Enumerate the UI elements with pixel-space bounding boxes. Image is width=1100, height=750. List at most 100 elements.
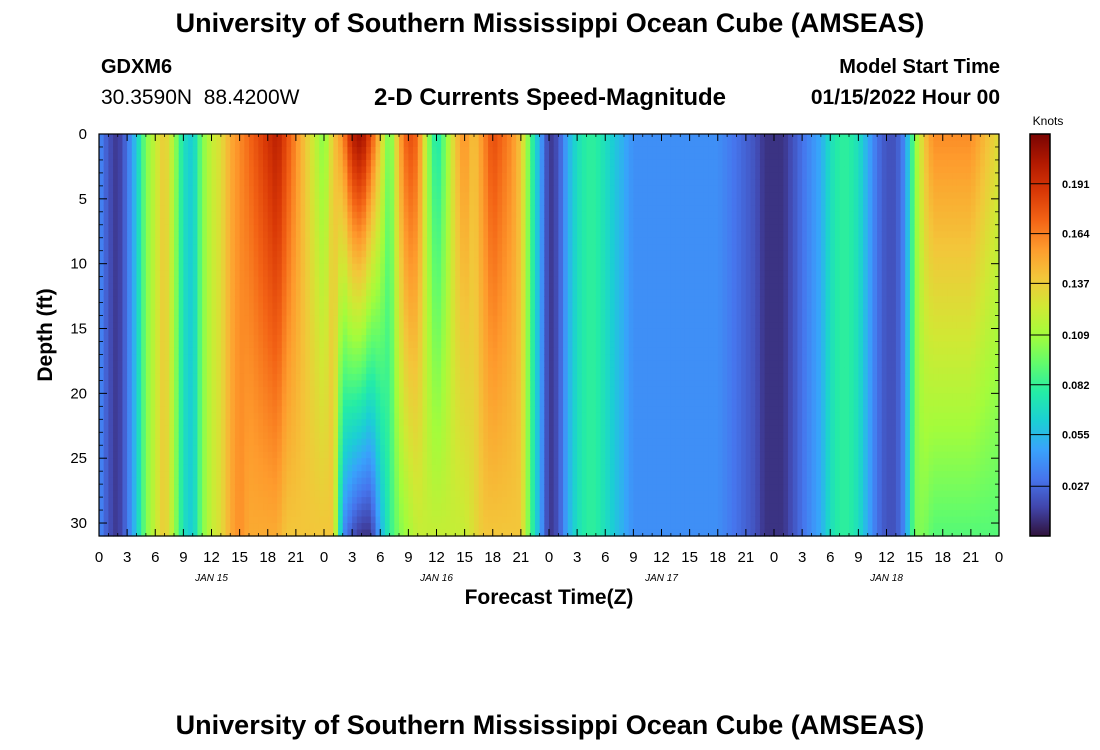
heatmap-cell <box>197 283 203 291</box>
heatmap-cell <box>370 335 377 343</box>
heatmap-cell <box>286 523 292 531</box>
heatmap-cell <box>281 490 288 498</box>
heatmap-cell <box>159 510 166 518</box>
heatmap-cell <box>263 309 269 317</box>
heatmap-cell <box>178 406 184 414</box>
heatmap-cell <box>394 529 400 537</box>
heatmap-cell <box>286 503 292 511</box>
heatmap-cell <box>469 224 475 232</box>
heatmap-cell <box>417 159 424 168</box>
heatmap-cell <box>384 523 391 531</box>
heatmap-cell <box>333 464 339 472</box>
heatmap-cell <box>309 172 316 180</box>
heatmap-cell <box>197 296 203 304</box>
heatmap-cell <box>145 289 152 297</box>
heatmap-cell <box>389 419 395 427</box>
heatmap-cell <box>267 289 274 297</box>
heatmap-cell <box>159 205 166 213</box>
heatmap-cell <box>258 503 264 511</box>
heatmap-cell <box>300 134 306 142</box>
heatmap-cell <box>300 172 306 180</box>
heatmap-cell <box>459 198 466 206</box>
heatmap-cell <box>361 471 367 479</box>
heatmap-cell <box>263 211 269 219</box>
heatmap-cell <box>188 179 194 187</box>
heatmap-cell <box>253 484 259 492</box>
heatmap-cell <box>389 393 395 401</box>
heatmap-cell <box>469 490 475 498</box>
heatmap-cell <box>328 458 334 466</box>
heatmap-cell <box>230 328 236 336</box>
heatmap-cell <box>155 172 161 180</box>
heatmap-cell <box>436 146 442 155</box>
heatmap-cell <box>178 231 184 239</box>
heatmap-cell <box>117 393 124 401</box>
heatmap-cell <box>389 484 395 492</box>
heatmap-cell <box>178 445 184 453</box>
heatmap-cell <box>422 224 428 232</box>
heatmap-cell <box>422 393 428 401</box>
heatmap-cell <box>108 198 114 206</box>
heatmap-cell <box>361 159 367 168</box>
heatmap-cell <box>206 302 213 310</box>
heatmap-cell <box>272 166 278 174</box>
heatmap-cell <box>281 458 288 466</box>
heatmap-cell <box>370 484 377 492</box>
heatmap-cell <box>384 341 391 349</box>
heatmap-cell <box>225 373 231 381</box>
heatmap-cell <box>445 179 452 187</box>
heatmap-cell <box>300 198 306 206</box>
heatmap-cell <box>220 263 227 271</box>
heatmap-cell <box>174 296 180 304</box>
heatmap-cell <box>469 419 475 427</box>
heatmap-cell <box>324 257 330 265</box>
heatmap-cell <box>267 393 274 401</box>
heatmap-cell <box>356 198 363 206</box>
heatmap-cell <box>127 172 133 180</box>
heatmap-cell <box>206 464 213 472</box>
heatmap-cell <box>342 380 349 388</box>
heatmap-cell <box>413 503 419 511</box>
heatmap-cell <box>192 380 199 388</box>
heatmap-cell <box>155 386 161 394</box>
heatmap-cell <box>328 529 334 537</box>
heatmap-cell <box>188 399 194 407</box>
heatmap-cell <box>117 445 124 453</box>
heatmap-cell <box>319 510 325 518</box>
heatmap-cell <box>413 185 419 193</box>
heatmap-cell <box>263 166 269 174</box>
heatmap-cell <box>99 516 105 524</box>
heatmap-cell <box>267 367 274 375</box>
heatmap-cell <box>291 335 297 343</box>
heatmap-cell <box>300 289 306 297</box>
heatmap-cell <box>380 263 386 271</box>
heatmap-cell <box>356 322 363 330</box>
heatmap-cell <box>356 347 363 356</box>
heatmap-cell <box>258 438 264 446</box>
heatmap-cell <box>431 484 438 492</box>
heatmap-cell <box>417 497 424 505</box>
heatmap-cell <box>352 224 358 232</box>
heatmap-cell <box>188 503 194 511</box>
heatmap-cell <box>108 490 114 498</box>
heatmap-cell <box>469 451 475 459</box>
heatmap-cell <box>127 367 133 375</box>
heatmap-cell <box>258 166 264 174</box>
heatmap-cell <box>441 510 447 518</box>
heatmap-cell <box>450 529 456 537</box>
heatmap-cell <box>178 347 184 356</box>
heatmap-cell <box>216 192 222 200</box>
heatmap-cell <box>99 218 105 226</box>
heatmap-cell <box>431 490 438 498</box>
heatmap-cell <box>455 153 461 161</box>
heatmap-cell <box>174 322 180 330</box>
heatmap-cell <box>216 328 222 336</box>
heatmap-cell <box>408 134 414 142</box>
heatmap-cell <box>328 270 334 278</box>
heatmap-cell <box>300 309 306 317</box>
heatmap-cell <box>113 218 119 226</box>
heatmap-cell <box>253 516 259 524</box>
heatmap-cell <box>230 367 236 375</box>
heatmap-cell <box>408 432 414 440</box>
heatmap-cell <box>103 289 109 297</box>
